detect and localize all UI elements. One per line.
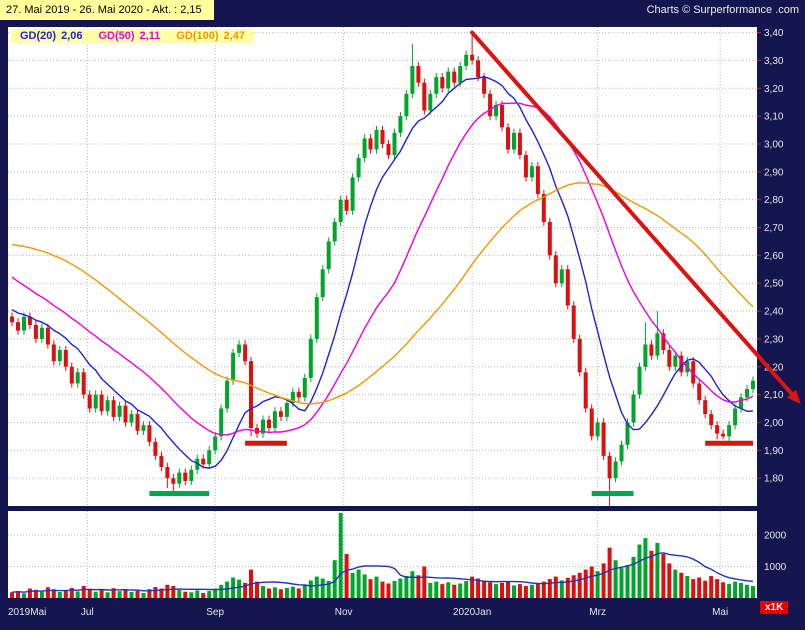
svg-text:Nov: Nov: [335, 607, 353, 618]
date-range-label: 27. Mai 2019 - 26. Mai 2020 - Akt. : 2,1…: [0, 0, 214, 20]
gd20-legend-entry: GD(20) 2,06: [20, 30, 82, 42]
gd50-label: GD(50): [98, 30, 135, 42]
gd100-value: 2,47: [223, 30, 245, 42]
svg-text:1,80: 1,80: [764, 474, 784, 485]
svg-text:2,00: 2,00: [764, 418, 784, 429]
svg-text:2,40: 2,40: [764, 307, 784, 318]
volume-unit-badge: x1K: [760, 601, 789, 614]
axis-labels: 3,40 3,30 3,20 3,10 3,00 2,90 2,80 2,70 2,60 2,50…: [8, 28, 787, 618]
downtrend-line: [470, 30, 801, 405]
gd100-legend-entry: GD(100) 2,47: [176, 30, 245, 42]
support-resistance-markers: [149, 440, 753, 496]
gd50-legend-entry: GD(50) 2,11: [98, 30, 160, 42]
gd100-label: GD(100): [176, 30, 219, 42]
gridlines: [8, 27, 757, 598]
svg-text:1,90: 1,90: [764, 446, 784, 457]
svg-text:2,10: 2,10: [764, 390, 784, 401]
svg-text:1000: 1000: [764, 562, 787, 573]
svg-text:2,90: 2,90: [764, 167, 784, 178]
svg-text:2,30: 2,30: [764, 334, 784, 345]
svg-text:3,30: 3,30: [764, 56, 784, 67]
svg-text:2000: 2000: [764, 531, 787, 542]
svg-text:2,70: 2,70: [764, 223, 784, 234]
gd50-value: 2,11: [139, 30, 161, 42]
svg-text:3,10: 3,10: [764, 112, 784, 123]
svg-text:2,50: 2,50: [764, 279, 784, 290]
svg-text:2,20: 2,20: [764, 362, 784, 373]
gd20-label: GD(20): [20, 30, 57, 42]
volume-bars: [10, 513, 755, 599]
svg-text:Jul: Jul: [81, 607, 94, 618]
svg-text:3,20: 3,20: [764, 84, 784, 95]
gd20-value: 2,06: [61, 30, 83, 42]
svg-text:3,00: 3,00: [764, 139, 784, 150]
svg-text:2020Jan: 2020Jan: [453, 607, 491, 618]
copyright-label: Charts © Surperformance .com: [646, 4, 799, 16]
svg-text:Mrz: Mrz: [589, 607, 606, 618]
svg-text:Mai: Mai: [712, 607, 728, 618]
svg-text:2,80: 2,80: [764, 195, 784, 206]
candlesticks: [10, 35, 755, 506]
svg-text:3,40: 3,40: [764, 28, 784, 39]
svg-text:Sep: Sep: [206, 607, 224, 618]
ma-lines: [11, 75, 754, 593]
svg-text:2,60: 2,60: [764, 251, 784, 262]
svg-text:2019Mai: 2019Mai: [8, 607, 46, 618]
ma-legend: GD(20) 2,06 GD(50) 2,11 GD(100) 2,47: [11, 29, 254, 43]
